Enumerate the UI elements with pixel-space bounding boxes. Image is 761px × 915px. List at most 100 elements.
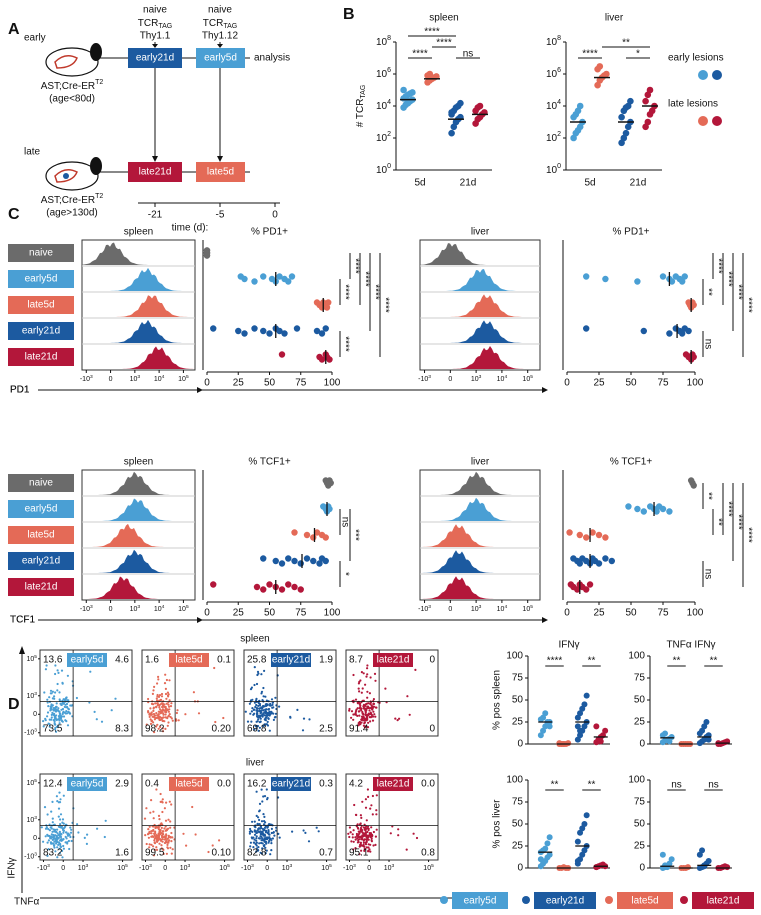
legend-label: early5d [464, 896, 497, 907]
histogram-frame [419, 239, 541, 371]
flow-event [152, 709, 155, 713]
y-axis-label: # TCRTAG [355, 85, 368, 128]
flow-event [370, 826, 373, 829]
flow-event [249, 712, 252, 715]
data-point [278, 586, 286, 593]
data-point [235, 327, 242, 335]
flow-event [271, 837, 274, 840]
hist-tick-label-base: 10 [497, 376, 505, 383]
hist-tick-label: -103 [80, 604, 93, 613]
flow-event [59, 832, 62, 835]
flow-event [56, 856, 59, 859]
flow-event [60, 708, 63, 711]
flow-event [167, 715, 170, 718]
flow-x-tick-label-exp: 3 [392, 863, 395, 869]
hist-tick-label-exp: 5 [530, 604, 533, 610]
y-tick-label-base: 10 [376, 37, 388, 48]
data-point [241, 275, 248, 283]
panel-label: B [343, 6, 355, 23]
hist-tick-label-exp: 4 [504, 374, 507, 380]
flow-event [155, 697, 158, 700]
hist-tick-label: 104 [497, 374, 508, 383]
flow-event [50, 833, 53, 836]
flow-event [164, 692, 168, 696]
flow-event [167, 695, 170, 698]
data-point [291, 583, 298, 591]
flow-event [51, 830, 54, 833]
flow-y-tick-label: -103 [24, 728, 37, 737]
flow-event [42, 725, 45, 728]
flow-event [274, 712, 277, 715]
flow-event [69, 835, 72, 839]
x-tick-label: 50 [625, 608, 637, 619]
data-point [537, 856, 544, 863]
flow-event [167, 827, 170, 830]
flow-event [350, 840, 353, 843]
flow-y-tick-label: 0 [33, 835, 37, 842]
flow-event [257, 729, 260, 732]
flow-event [362, 841, 365, 844]
y-tick-label: 100 [546, 163, 561, 175]
flow-event [67, 699, 70, 702]
flow-event [375, 828, 378, 831]
group-label: late21d [25, 582, 58, 593]
strain-exp: T2 [95, 79, 103, 86]
flow-event [360, 715, 363, 718]
flow-event [161, 708, 165, 711]
flow-event [258, 818, 261, 822]
panel-label: D [8, 696, 20, 713]
flow-event [159, 698, 163, 701]
flow-event [48, 823, 51, 826]
flow-event [167, 836, 170, 839]
flow-event [264, 708, 267, 711]
flow-event [93, 710, 96, 714]
group-label-box [8, 474, 74, 492]
y-tick-label-base: 10 [546, 69, 558, 80]
flow-event [260, 788, 263, 791]
x-tick-label: 100 [687, 608, 704, 619]
flow-x-tick-label-base: 10 [321, 865, 329, 872]
flow-event [211, 844, 214, 847]
flow-event [262, 823, 266, 826]
flow-event [158, 706, 161, 709]
flow-event [364, 713, 367, 716]
data-point [285, 581, 292, 588]
flow-event [260, 852, 263, 855]
flow-event [146, 833, 150, 836]
significance-label: **** [582, 49, 598, 60]
flow-event [159, 829, 162, 832]
flow-event [375, 809, 378, 812]
data-point [684, 864, 691, 871]
hist-tick-label-base: 10 [154, 376, 162, 383]
flow-event [359, 679, 362, 682]
flow-event [261, 707, 264, 710]
flow-event [256, 670, 260, 674]
flow-event [264, 837, 268, 841]
flow-event [155, 725, 158, 728]
data-point [313, 529, 321, 536]
flow-event [365, 839, 368, 843]
data-point [566, 529, 573, 536]
flow-event [159, 711, 162, 714]
flow-event [365, 703, 368, 706]
flow-event [160, 847, 163, 850]
flow-event [361, 800, 364, 803]
flow-event [57, 836, 60, 839]
flow-event [371, 794, 374, 798]
quadrant-value: 0.20 [212, 724, 232, 735]
data-point [595, 560, 603, 567]
data-point [326, 505, 333, 513]
y-tick-label: 0 [639, 863, 645, 874]
flow-event [59, 717, 62, 721]
hist-tick-label-base: -10 [80, 606, 90, 613]
flow-event [152, 689, 155, 692]
flow-event [85, 842, 88, 846]
flow-event [58, 852, 62, 855]
flow-event [269, 853, 272, 856]
flow-event [257, 716, 260, 719]
flow-x-tick-label: 0 [265, 865, 269, 872]
y-tick-label: 50 [512, 819, 524, 830]
histogram [420, 294, 540, 317]
flow-event [352, 848, 355, 851]
flow-event [270, 839, 273, 842]
